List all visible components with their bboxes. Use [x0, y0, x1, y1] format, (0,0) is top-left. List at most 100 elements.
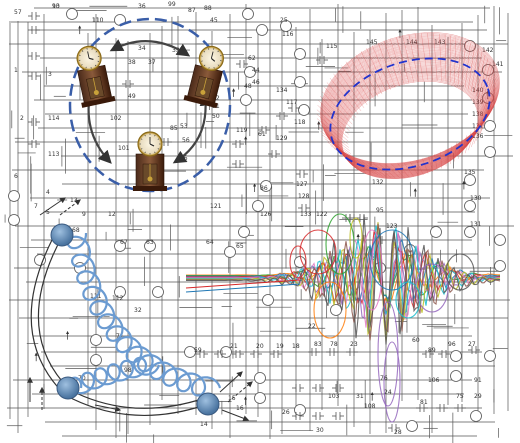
component-label: 113	[48, 151, 60, 158]
clock-top-right	[183, 45, 224, 109]
terminal-circle	[254, 372, 266, 384]
component-label: 18	[292, 343, 300, 350]
component-label: 122	[316, 211, 328, 218]
terminal-circle	[298, 104, 310, 116]
ring-mesh-line	[464, 131, 472, 154]
clock-hour-hand	[211, 57, 216, 62]
component-label: 88	[204, 5, 212, 12]
ring-contour	[336, 69, 484, 176]
ring-mesh-line	[421, 33, 429, 81]
signal-tail	[185, 279, 301, 289]
ring-mesh-line	[409, 161, 419, 176]
ring-contour	[325, 45, 495, 168]
terminal-circle	[280, 20, 292, 32]
clock-pendulum	[202, 77, 207, 92]
component-label: 36	[138, 3, 146, 10]
relay-contact	[332, 412, 344, 420]
arrow-right-2	[227, 381, 253, 403]
terminal-circle	[450, 370, 462, 382]
ring-mesh-line	[385, 163, 400, 178]
component-label: 135	[464, 169, 476, 176]
ring-mesh-line	[468, 45, 475, 90]
ring-mesh-line	[360, 51, 383, 95]
relay-contact	[28, 140, 40, 148]
ring-mesh-line	[428, 156, 433, 173]
component-label: 7	[34, 203, 38, 210]
ring-mesh-line	[390, 38, 405, 85]
component-label: 12	[108, 211, 116, 218]
component-label: 5	[46, 209, 50, 216]
ring-mesh-line	[479, 105, 491, 134]
signal-loop	[369, 229, 415, 291]
component-label: 86	[260, 185, 268, 192]
circuit-components	[8, 8, 506, 432]
component-label: 27	[468, 341, 476, 348]
ring-contour	[332, 60, 488, 173]
ring-mesh-line	[377, 42, 396, 88]
ring-contour	[324, 43, 496, 168]
ring-mesh-line	[449, 35, 451, 83]
signal-loop	[313, 281, 347, 339]
terminal-circle	[114, 14, 126, 26]
ring-contour	[323, 39, 497, 167]
signal-loop	[325, 213, 355, 275]
component-label: 34	[138, 45, 146, 52]
clock-base	[183, 95, 218, 109]
ring-mesh-line	[319, 95, 351, 128]
terminal-circle	[240, 94, 252, 106]
terminal-circle	[144, 240, 156, 252]
ring-contour	[336, 70, 484, 176]
terminal-circle	[464, 174, 476, 186]
terminal-circle	[90, 334, 102, 346]
signal-loop	[349, 217, 363, 259]
component-label: 19	[276, 343, 284, 350]
ring-mesh-line	[356, 159, 379, 176]
component-label: 145	[366, 39, 378, 46]
ring-contour	[331, 57, 489, 172]
component-label: 128	[298, 193, 310, 200]
component-label: 121	[210, 203, 222, 210]
signal-loop	[415, 263, 449, 313]
component-label: 96	[448, 341, 456, 348]
component-label: 98	[124, 367, 132, 374]
ring-mesh-line	[478, 58, 489, 99]
ring-mesh-line	[396, 36, 410, 84]
terminal-circle	[220, 346, 232, 358]
ring-mesh-line	[471, 48, 479, 92]
ring-contour	[339, 76, 481, 178]
ring-mesh-line	[445, 148, 447, 167]
ring-dashed-path	[329, 57, 491, 171]
ring-mesh-line	[402, 35, 414, 83]
terminal-circle	[8, 190, 20, 202]
ring-mesh-line	[457, 38, 462, 85]
component-label: 142	[482, 47, 494, 54]
ring-contour	[340, 78, 480, 179]
component-label: 29	[474, 393, 482, 400]
component-label: 126	[260, 211, 272, 218]
terminal-circle	[430, 226, 442, 238]
component-label: 16	[236, 405, 244, 412]
terminal-circle	[494, 260, 506, 272]
ring-mesh-line	[324, 138, 355, 160]
coil-spring	[66, 232, 222, 397]
component-label: 11	[92, 17, 100, 24]
ring-mesh-line	[355, 54, 379, 97]
component-label: 53	[180, 123, 188, 130]
component-label: 127	[296, 181, 308, 188]
clock-bottom	[133, 131, 167, 191]
ring-mesh-line	[373, 163, 391, 178]
component-label: 21	[230, 343, 238, 350]
relay-contact	[268, 150, 280, 158]
ring-contour	[335, 67, 485, 175]
component-label: 102	[110, 115, 122, 122]
terminal-circle	[262, 294, 274, 306]
ring-mesh-line	[316, 118, 349, 145]
ring-mesh-line	[391, 163, 405, 178]
relay-contact	[436, 404, 448, 412]
noisy-signal-plot	[185, 213, 501, 423]
ring-contour	[335, 66, 485, 175]
component-label: 116	[282, 31, 294, 38]
component-label: 87	[188, 7, 196, 14]
ring-mesh-line	[416, 160, 424, 175]
